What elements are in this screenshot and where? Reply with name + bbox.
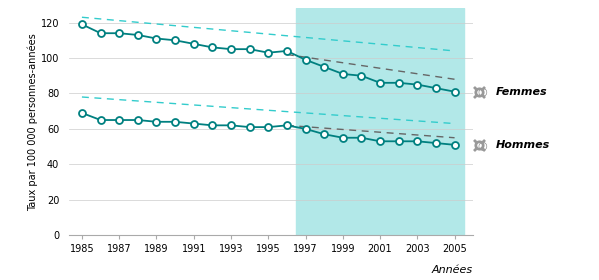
Text: Hommes: Hommes	[495, 140, 550, 150]
Bar	[296, 8, 464, 235]
Text: Années: Années	[432, 265, 473, 275]
Text: Femmes: Femmes	[495, 87, 547, 97]
Text: ○: ○	[477, 140, 487, 150]
Text: ○: ○	[477, 87, 487, 97]
Y-axis label: Taux par 100 000 personnes-années: Taux par 100 000 personnes-années	[28, 33, 38, 211]
